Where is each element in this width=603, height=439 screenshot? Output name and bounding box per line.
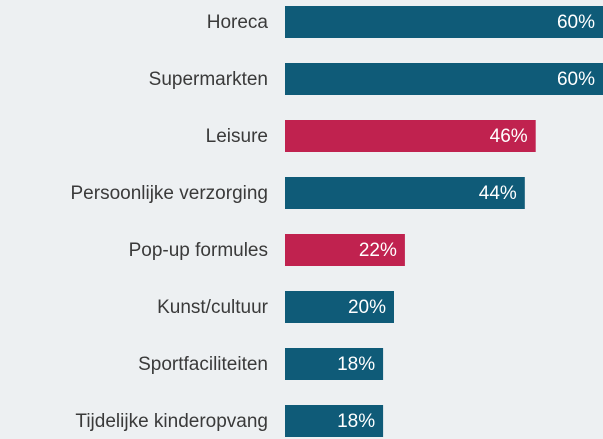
value-label: 60%: [557, 69, 595, 90]
category-label: Persoonlijke verzorging: [71, 183, 269, 204]
category-label: Leisure: [206, 126, 268, 147]
value-label: 44%: [479, 183, 517, 204]
bar: [285, 291, 394, 323]
value-label: 60%: [557, 12, 595, 33]
value-label: 22%: [359, 240, 397, 261]
bar: [285, 6, 603, 38]
value-label: 46%: [490, 126, 528, 147]
value-label: 18%: [337, 411, 375, 432]
category-label: Pop-up formules: [129, 240, 268, 261]
category-label: Horeca: [207, 12, 269, 33]
bar: [285, 348, 384, 380]
bar: [285, 405, 384, 437]
bar: [285, 63, 603, 95]
bar: [285, 234, 405, 266]
bar: [285, 177, 525, 209]
value-label: 20%: [348, 297, 386, 318]
category-label: Tijdelijke kinderopvang: [75, 411, 268, 432]
category-label: Sportfaciliteiten: [138, 354, 268, 375]
value-label: 18%: [337, 354, 375, 375]
category-label: Supermarkten: [149, 69, 268, 90]
category-label: Kunst/cultuur: [157, 297, 269, 318]
bar: [285, 120, 536, 152]
